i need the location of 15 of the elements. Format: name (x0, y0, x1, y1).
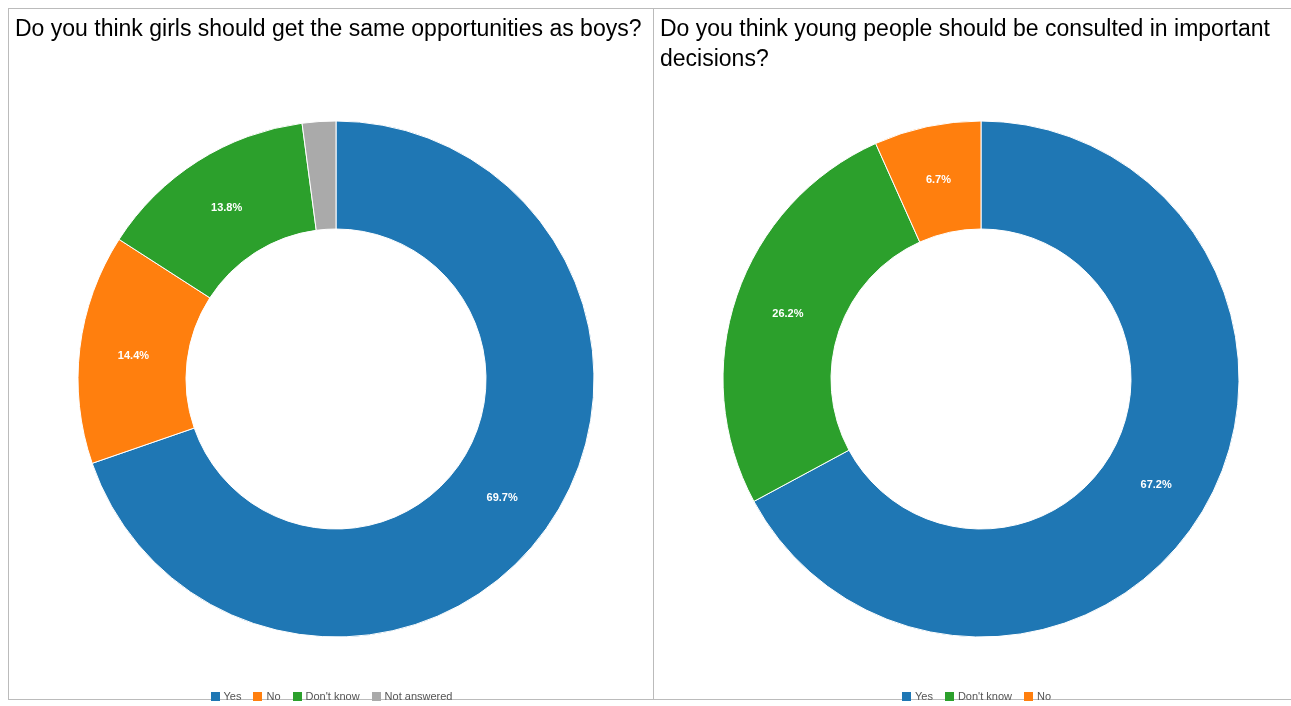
legend-label: Don't know (305, 690, 360, 702)
legend-label: Yes (223, 690, 242, 702)
data-label: 6.7% (925, 173, 952, 186)
data-label: 26.2% (772, 307, 804, 320)
legend-label: No (1036, 690, 1052, 702)
chart-title: Do you think young people should be consulted in important decisions? (659, 14, 1271, 73)
legend-label: Yes (914, 690, 933, 702)
legend-label: No (266, 690, 281, 702)
data-label: 14.4% (117, 348, 150, 361)
data-label: 67.2% (1140, 477, 1172, 490)
legend-label: Don't know (957, 690, 1012, 702)
legend-label: Not answered (384, 690, 453, 702)
data-label: 69.7% (486, 491, 518, 504)
data-label: 13.8% (211, 200, 243, 213)
chart-title: Do you think girls should get the same opportunities as boys? (14, 14, 643, 43)
